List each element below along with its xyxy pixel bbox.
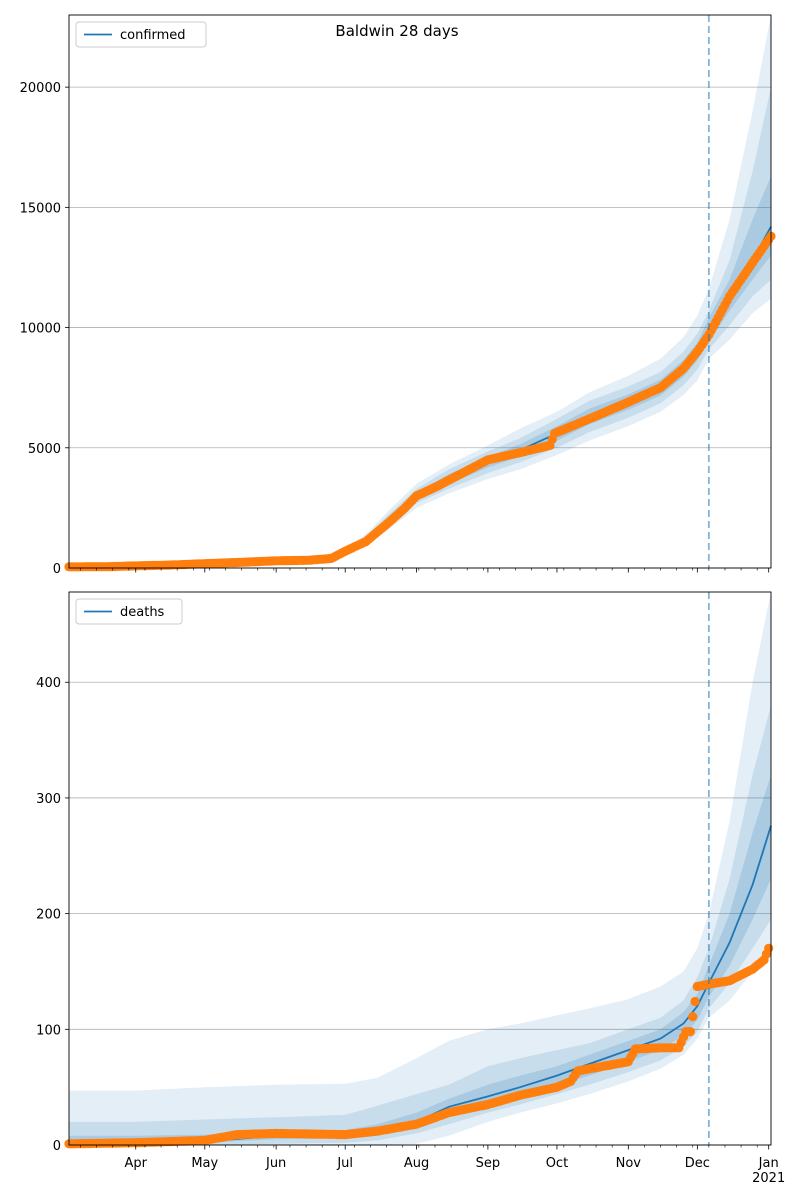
observed-point [685, 1027, 696, 1037]
x-tick-label: Jun [265, 1156, 286, 1171]
y-tick-label: 200 [36, 908, 61, 923]
legend-label: deaths [120, 605, 165, 620]
x-tick-label: Nov [616, 1156, 642, 1171]
x-tick-label: Dec [685, 1156, 710, 1171]
legend-box [75, 21, 207, 48]
axes-frame [68, 14, 772, 569]
x-tick-label: Aug [404, 1156, 429, 1171]
x-tick-label: May [191, 1156, 218, 1171]
x-tick-label: 2021 [752, 1171, 785, 1186]
y-tick-label: 400 [36, 676, 61, 691]
x-tick-label: Jan [758, 1156, 779, 1171]
y-tick-label: 5000 [28, 442, 61, 457]
confidence-band-outer [69, 15, 771, 568]
x-tick-label: Jul [336, 1156, 353, 1171]
legend-box [75, 598, 183, 625]
y-tick-label: 300 [36, 792, 61, 807]
x-tick-label: Oct [546, 1156, 568, 1171]
confidence-band-outer [69, 592, 771, 1145]
x-tick-label: Sep [476, 1156, 501, 1171]
y-tick-label: 0 [53, 562, 61, 577]
observed-point [690, 996, 700, 1007]
observed-point [764, 943, 774, 953]
observed-point [688, 1012, 698, 1022]
legend-label: confirmed [120, 28, 186, 43]
axes-frame [68, 591, 772, 1146]
y-tick-label: 20000 [20, 81, 61, 96]
y-tick-label: 15000 [20, 201, 61, 216]
y-tick-label: 0 [53, 1139, 61, 1154]
y-tick-label: 10000 [20, 322, 61, 337]
chart-title: Baldwin 28 days [335, 22, 458, 40]
y-tick-label: 100 [36, 1023, 61, 1038]
confirmed-panel: 0 5000 10000 15000 20000 confirmed [20, 14, 776, 577]
x-tick-label: Apr [124, 1156, 147, 1171]
deaths-panel: 0 100 200 300 400 Apr May Jun Jul Aug Sep Oct Nov Dec… [36, 591, 785, 1186]
